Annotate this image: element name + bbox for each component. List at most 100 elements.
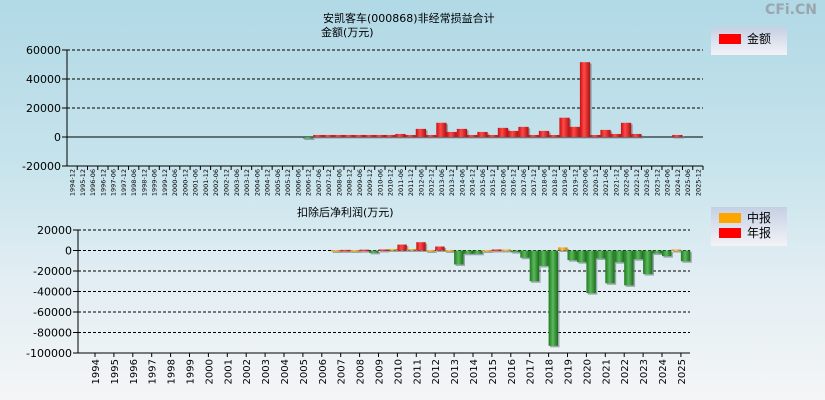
x-tick-label: 2011-06 (397, 169, 405, 196)
x-tick-label: 2023 (639, 359, 650, 384)
x-tick-label: 2018-12 (551, 169, 559, 196)
x-tick-label: 2025 (677, 359, 688, 384)
x-tick-label: 1998 (167, 359, 178, 384)
y-tick-label: -40000 (33, 286, 72, 299)
x-tick-label: 2022 (620, 359, 631, 384)
legend-label: 年报 (747, 226, 772, 240)
bar (385, 134, 396, 137)
bar-shadow (446, 251, 456, 253)
x-tick-label: 1996-06 (89, 169, 97, 196)
bar (333, 134, 344, 137)
bar-interim (671, 249, 681, 251)
x-tick-label: 2006-12 (305, 169, 313, 196)
bar-shadow (673, 250, 683, 253)
bar (579, 62, 591, 137)
x-tick-label: 2001-12 (202, 169, 210, 196)
x-tick-label: 2013-06 (438, 169, 446, 196)
x-tick-label: 2022-06 (623, 169, 631, 196)
bar (508, 130, 519, 137)
x-tick-label: 2010-12 (387, 169, 395, 196)
bar (467, 134, 478, 137)
bar-shadow (468, 136, 479, 139)
x-tick-label: 2008-06 (335, 169, 343, 196)
x-tick-label: 1994-12 (69, 169, 77, 196)
x-tick-label: 2015 (488, 359, 499, 384)
x-tick-label: 2024-12 (674, 169, 682, 196)
bar (549, 134, 560, 137)
bar (302, 137, 314, 139)
x-tick-label: 2016-12 (510, 169, 518, 196)
y-tick-label: 60000 (26, 44, 61, 57)
bar-shadow (427, 136, 438, 139)
bar-shadow (493, 250, 503, 253)
bar-interim (652, 250, 662, 254)
bar-interim (501, 249, 511, 251)
x-tick-label: 2009-12 (366, 169, 374, 196)
legend-item-interim: 中报 (711, 210, 787, 225)
legend-swatch (719, 212, 741, 223)
y-tick-label: -20000 (22, 160, 61, 173)
bar-shadow (386, 136, 397, 139)
bar (610, 133, 621, 137)
x-tick-label: 2021 (601, 359, 612, 384)
bar (538, 130, 550, 137)
bar-annual (491, 249, 502, 251)
bar-shadow (365, 136, 377, 139)
x-tick-label: 2008 (356, 359, 367, 384)
bar-annual (680, 250, 691, 262)
x-tick-label: 2000 (204, 359, 215, 384)
x-tick-label: 2015-06 (479, 169, 487, 196)
x-tick-label: 2018-06 (541, 169, 549, 196)
bar (590, 134, 601, 137)
bar-shadow (342, 251, 352, 253)
x-tick-label: 2023-12 (653, 169, 661, 196)
bar-shadow (550, 136, 561, 139)
bar (415, 128, 427, 137)
x-tick-label: 2014-06 (458, 169, 466, 196)
bar (456, 128, 468, 137)
x-tick-label: 2018 (545, 359, 556, 384)
bar-annual (454, 250, 464, 265)
x-tick-label: 2003-12 (243, 169, 251, 196)
x-tick-label: 2020-12 (592, 169, 600, 196)
x-tick-label: 1998-06 (130, 169, 138, 196)
bar-shadow (407, 136, 418, 139)
bar-interim (350, 249, 360, 252)
bar-shadow (380, 250, 390, 253)
x-tick-label: 2010 (393, 359, 404, 384)
x-tick-label: 2005-06 (274, 169, 282, 196)
bar-shadow (361, 251, 371, 253)
x-tick-label: 2022-12 (633, 169, 641, 196)
x-tick-label: 2008-12 (346, 169, 354, 196)
bar-interim (425, 249, 436, 252)
legend-item-annual: 年报 (711, 225, 787, 240)
x-tick-label: 1997 (148, 359, 159, 384)
x-tick-label: 2020 (582, 359, 593, 384)
bar-shadow (427, 251, 437, 253)
chart2-title: 扣除后净利润(万元) (297, 205, 394, 219)
bar-shadow (484, 251, 494, 253)
x-tick-label: 2002-06 (212, 169, 220, 196)
x-tick-label: 2012 (431, 359, 442, 384)
bar-shadow (530, 136, 541, 139)
legend-swatch (719, 227, 741, 238)
x-tick-label: 2002 (242, 359, 253, 384)
bar (436, 122, 447, 137)
watermark: CFi.CN (765, 2, 817, 18)
x-tick-label: 1995 (110, 359, 121, 384)
bar-interim (614, 250, 625, 263)
bar-shadow (324, 136, 336, 139)
bar (343, 134, 355, 137)
bar-interim (406, 248, 417, 251)
x-tick-label: 2024 (658, 359, 669, 384)
x-tick-label: 2010-06 (376, 169, 384, 196)
bar-annual (529, 250, 540, 282)
bar (569, 126, 580, 137)
bar (364, 134, 375, 137)
bar-interim (539, 250, 549, 266)
bar (446, 131, 457, 137)
y-tick-label: 20000 (37, 224, 72, 237)
bar-annual (397, 244, 407, 251)
bar (354, 134, 365, 137)
